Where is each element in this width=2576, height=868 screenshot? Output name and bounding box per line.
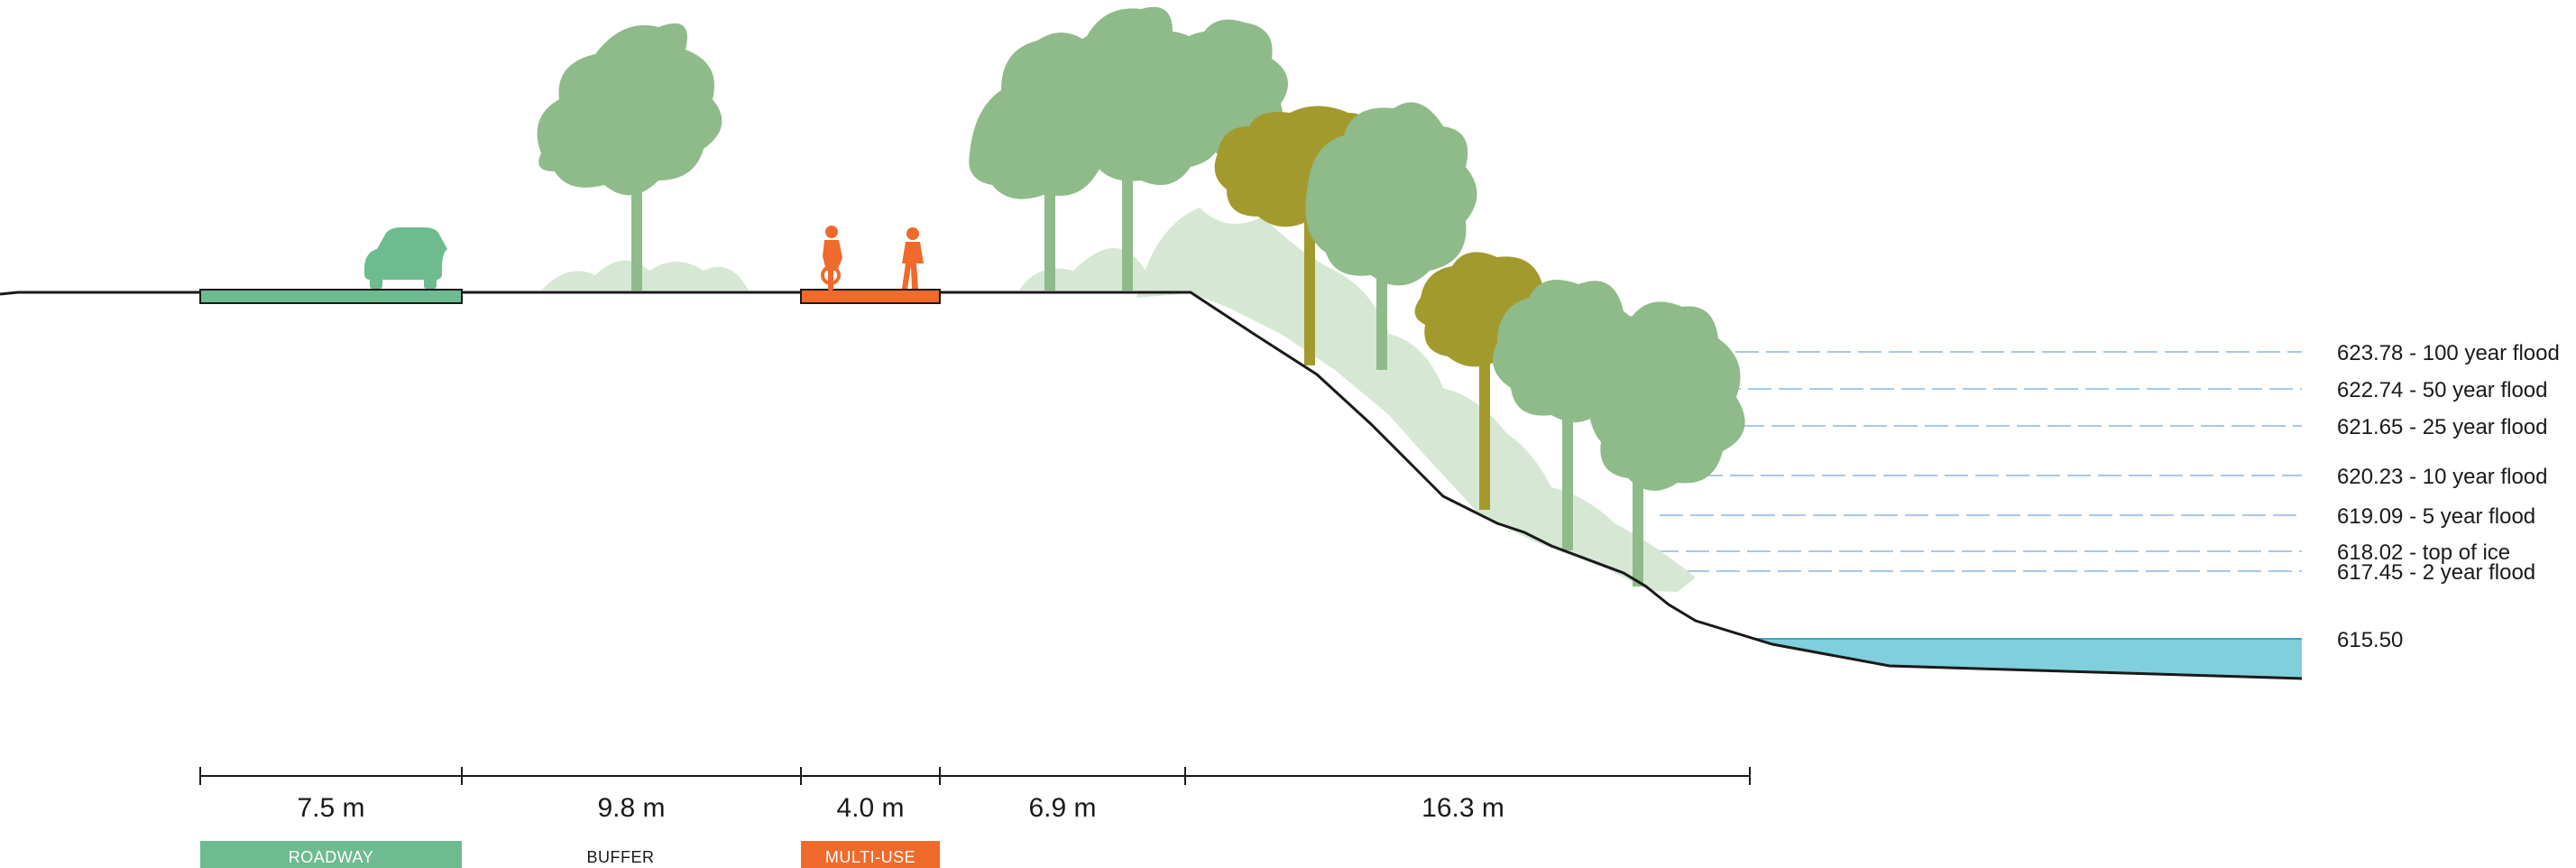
zone-label-multi-use: MULTI-USE <box>825 848 915 866</box>
elevation-label-2yr: 617.45 - 2 year flood <box>2337 560 2535 585</box>
ground-profile <box>0 291 2303 680</box>
tree-trunk-bank-2 <box>1122 153 1133 291</box>
zone-label-roadway: ROADWAY <box>289 848 374 866</box>
understory-shrubs-buffer <box>541 260 749 291</box>
zone-label-buffer: BUFFER <box>587 848 655 866</box>
cyclist-icon <box>821 226 842 291</box>
elevation-label-water: 615.50 <box>2337 628 2403 652</box>
tree-canopy-slope-3 <box>1588 301 1745 491</box>
understory-shrubs-slope <box>1136 208 1696 592</box>
segment-label-multi-use: 4.0 m <box>836 793 904 823</box>
roadway-strip <box>199 289 463 304</box>
buffer-vegetation <box>537 23 749 291</box>
tree-canopy-slope-1 <box>1305 102 1477 286</box>
slope-vegetation <box>1136 102 1745 592</box>
elevation-label-top-of-ice: 618.02 - top of ice <box>2337 540 2510 565</box>
tree-trunk-bank-1 <box>1044 180 1055 291</box>
pedestrian-icon <box>902 227 924 289</box>
car-icon <box>364 227 447 289</box>
elevation-label-5yr: 619.09 - 5 year flood <box>2337 504 2535 529</box>
tree-trunk-slope-1 <box>1304 217 1315 365</box>
multi-use-strip <box>800 289 941 304</box>
segment-label-slope: 16.3 m <box>1421 793 1504 823</box>
elevation-label-10yr: 620.23 - 10 year flood <box>2337 465 2548 489</box>
segment-label-verge: 6.9 m <box>1028 793 1096 823</box>
zone-badge-roadway <box>200 841 462 868</box>
zone-badge-multi-use <box>801 841 940 868</box>
tree-trunk-buffer <box>631 171 642 291</box>
elevation-label-50yr: 622.74 - 50 year flood <box>2337 378 2548 402</box>
elevation-label-25yr: 621.65 - 25 year flood <box>2337 415 2548 439</box>
elevation-label-100yr: 623.78 - 100 year flood <box>2337 341 2560 365</box>
dimension-line <box>199 767 1751 785</box>
river-water <box>1754 639 2302 679</box>
segment-label-buffer: 9.8 m <box>597 793 665 823</box>
tree-trunk-slope-4 <box>1562 388 1573 550</box>
flood-lines <box>1655 351 2302 572</box>
segment-label-roadway: 7.5 m <box>297 793 364 823</box>
tree-trunk-slope-3 <box>1479 343 1490 510</box>
tree-canopy-buffer <box>537 23 722 196</box>
